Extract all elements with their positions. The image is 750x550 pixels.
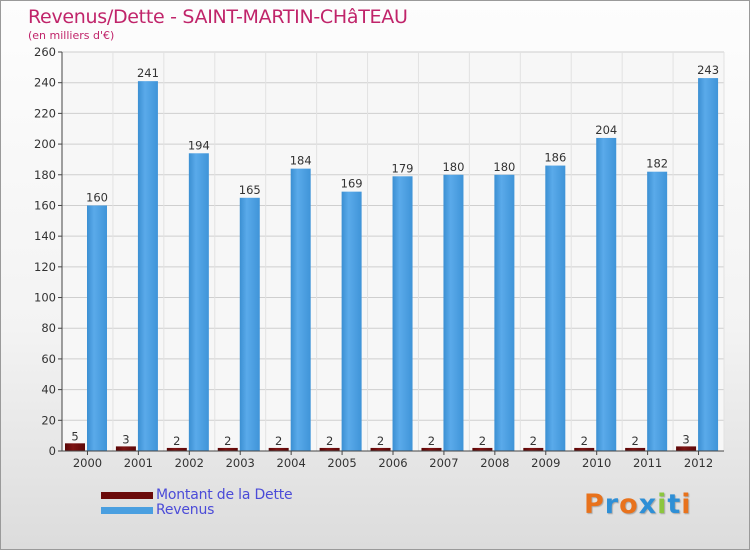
bar-revenus	[545, 165, 566, 452]
value-label-revenus: 180	[442, 160, 464, 174]
logo-letter: t	[667, 489, 682, 520]
bar-revenus	[392, 176, 413, 452]
x-tick-label: 2009	[531, 456, 560, 470]
value-label-revenus: 204	[595, 123, 617, 137]
logo-letter: o	[619, 489, 639, 520]
bar-revenus	[698, 78, 719, 451]
bar-dette	[65, 443, 85, 451]
y-tick-label: 240	[34, 76, 56, 90]
value-label-revenus: 179	[392, 161, 414, 175]
y-tick-label: 100	[34, 291, 56, 305]
y-tick-label: 200	[34, 137, 56, 151]
value-label-dette: 2	[224, 434, 231, 448]
x-tick-label: 2006	[378, 456, 407, 470]
y-tick-label: 140	[34, 229, 56, 243]
value-label-revenus: 160	[86, 190, 108, 204]
chart-title: Revenus/Dette - SAINT-MARTIN-CHâTEAU	[28, 6, 408, 28]
bar-dette	[217, 447, 238, 451]
x-tick-label: 2007	[429, 456, 458, 470]
bar-revenus	[647, 171, 668, 451]
bar-revenus	[290, 168, 311, 451]
logo-letter: i	[657, 489, 668, 520]
value-label-revenus: 184	[290, 154, 312, 168]
y-tick-label: 20	[41, 413, 56, 427]
x-tick-label: 2005	[327, 456, 356, 470]
value-label-revenus: 182	[646, 157, 668, 171]
bar-revenus	[137, 81, 158, 452]
x-tick-label: 2004	[277, 456, 306, 470]
value-label-revenus: 169	[341, 177, 363, 191]
bar-dette	[676, 446, 697, 451]
bar-dette	[472, 447, 493, 451]
value-label-dette: 2	[631, 434, 638, 448]
value-label-revenus: 194	[188, 138, 210, 152]
value-label-dette: 2	[479, 434, 486, 448]
y-tick-label: 0	[49, 444, 56, 458]
x-tick-label: 2002	[175, 456, 204, 470]
bar-revenus	[596, 137, 617, 451]
logo-letter: x	[638, 489, 658, 520]
value-label-dette: 2	[173, 434, 180, 448]
value-label-revenus: 186	[544, 151, 566, 165]
bar-dette	[319, 447, 340, 451]
value-label-dette: 5	[71, 429, 78, 443]
x-tick-label: 2012	[684, 456, 713, 470]
value-label-dette: 3	[682, 432, 689, 446]
value-label-revenus: 241	[137, 66, 159, 80]
value-label-dette: 2	[377, 434, 384, 448]
y-tick-label: 220	[34, 106, 56, 120]
value-label-dette: 2	[581, 434, 588, 448]
y-tick-label: 40	[41, 383, 56, 397]
logo-letter: r	[604, 489, 620, 520]
bar-dette	[574, 447, 595, 451]
bar-revenus	[494, 174, 515, 451]
bar-dette	[421, 447, 442, 451]
y-tick-label: 80	[41, 321, 56, 335]
legend-label-revenus: Revenus	[156, 502, 215, 518]
legend-swatch-revenus	[101, 507, 153, 514]
bar-revenus	[87, 205, 107, 451]
value-label-dette: 2	[326, 434, 333, 448]
value-label-revenus: 243	[697, 63, 719, 77]
bar-revenus	[239, 197, 260, 451]
value-label-dette: 3	[122, 432, 129, 446]
legend-swatch-dette	[101, 492, 153, 499]
y-tick-label: 160	[34, 198, 56, 212]
bar-revenus	[443, 174, 464, 451]
x-tick-label: 2003	[226, 456, 255, 470]
logo-letter: i	[681, 489, 692, 520]
y-tick-label: 260	[34, 45, 56, 59]
x-tick-label: 2000	[73, 456, 102, 470]
value-label-dette: 2	[530, 434, 537, 448]
bar-dette	[523, 447, 544, 451]
bar-dette	[268, 447, 289, 451]
y-tick-label: 120	[34, 260, 56, 274]
bar-dette	[166, 447, 187, 451]
bar-dette	[625, 447, 646, 451]
logo-letter: P	[584, 489, 605, 520]
chart-subtitle: (en milliers d'€)	[28, 29, 115, 42]
y-tick-label: 60	[41, 352, 56, 366]
bar-revenus	[188, 153, 209, 452]
x-tick-label: 2001	[124, 456, 153, 470]
bar-dette	[115, 446, 136, 451]
bar-revenus	[341, 191, 362, 451]
proxiti-logo: Proxiti	[584, 489, 692, 520]
value-label-revenus: 165	[239, 183, 261, 197]
y-tick-label: 180	[34, 168, 56, 182]
x-tick-label: 2010	[582, 456, 611, 470]
value-label-dette: 2	[428, 434, 435, 448]
bar-dette	[370, 447, 391, 451]
value-label-revenus: 180	[493, 160, 515, 174]
x-tick-label: 2011	[633, 456, 662, 470]
value-label-dette: 2	[275, 434, 282, 448]
legend-label-dette: Montant de la Dette	[156, 487, 293, 503]
x-tick-label: 2008	[480, 456, 509, 470]
